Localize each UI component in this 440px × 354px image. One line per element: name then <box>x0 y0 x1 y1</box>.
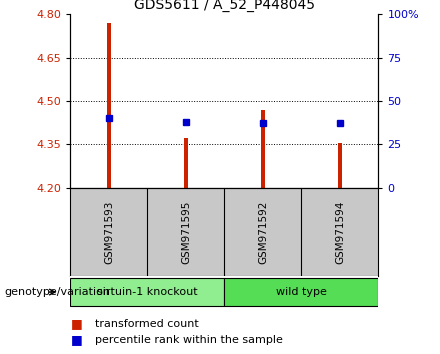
Text: percentile rank within the sample: percentile rank within the sample <box>95 335 282 345</box>
Text: GSM971593: GSM971593 <box>104 200 114 264</box>
Bar <box>260 110 265 188</box>
Text: sirtuin-1 knockout: sirtuin-1 knockout <box>97 287 198 297</box>
Bar <box>337 143 342 188</box>
Text: transformed count: transformed count <box>95 319 198 329</box>
Bar <box>106 23 111 188</box>
Bar <box>224 278 378 306</box>
Text: GSM971594: GSM971594 <box>335 200 345 264</box>
Text: genotype/variation: genotype/variation <box>4 287 110 297</box>
Title: GDS5611 / A_52_P448045: GDS5611 / A_52_P448045 <box>134 0 315 12</box>
Bar <box>70 278 224 306</box>
Text: ■: ■ <box>70 333 82 346</box>
Text: GSM971595: GSM971595 <box>181 200 191 264</box>
Text: wild type: wild type <box>276 287 327 297</box>
Text: GSM971592: GSM971592 <box>258 200 268 264</box>
Bar <box>183 138 188 188</box>
Text: ■: ■ <box>70 318 82 330</box>
